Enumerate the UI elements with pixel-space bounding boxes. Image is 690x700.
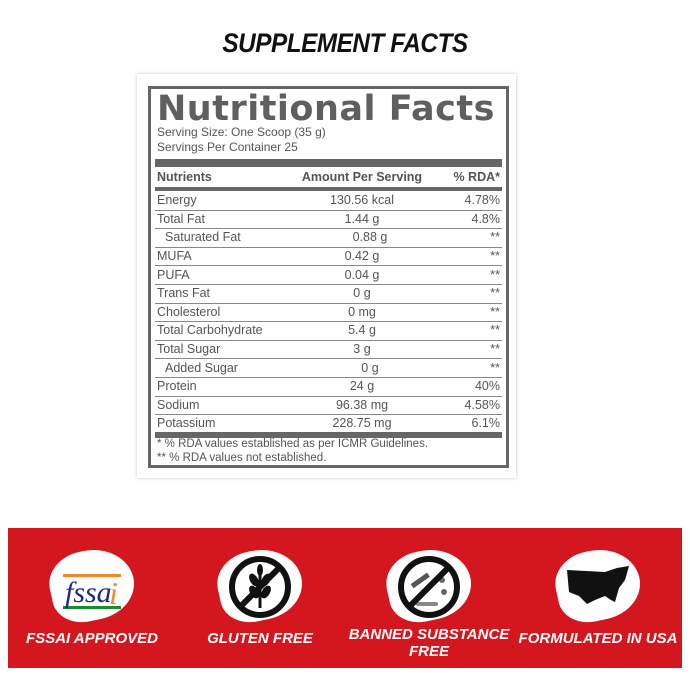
nutrient-amount: 130.56 kcal <box>330 193 394 208</box>
nutrient-rda: 4.78% <box>464 193 500 208</box>
table-row: PUFA 0.04 g ** <box>155 265 502 285</box>
nutrient-name: Cholesterol <box>157 304 221 319</box>
nutrient-rda: ** <box>490 304 500 319</box>
table-row: Trans Fat 0 g ** <box>155 284 502 304</box>
footnote: * % RDA values established as per ICMR G… <box>157 438 429 450</box>
badge-gluten-free: GLUTEN FREE <box>176 528 344 668</box>
nutrient-rda: ** <box>490 360 500 375</box>
table-row: Added Sugar 0 g ** <box>155 358 502 378</box>
nutrient-name: Total Sugar <box>157 342 221 357</box>
badge-fssai: fssa i FSSAI APPROVED <box>8 528 176 668</box>
nutrient-amount: 0 g <box>353 286 371 301</box>
gluten-free-icon <box>229 556 291 618</box>
usa-map-icon <box>567 566 629 604</box>
banned-substance-icon <box>398 556 460 618</box>
col-rda: % RDA* <box>453 170 500 184</box>
serving-size: Serving Size: One Scoop (35 g) <box>157 125 326 139</box>
nutrient-amount: 228.75 mg <box>332 416 392 431</box>
nutrition-card: Nutritional Facts Serving Size: One Scoo… <box>137 74 516 478</box>
nutrient-name: Saturated Fat <box>165 230 241 245</box>
table-row: Potassium 228.75 mg 6.1% <box>155 414 502 433</box>
page-title: SUPPLEMENT FACTS <box>222 28 468 58</box>
nutrient-name: Added Sugar <box>165 360 238 375</box>
table-row: Cholesterol 0 mg ** <box>155 303 502 323</box>
nutrient-rda: ** <box>490 249 500 264</box>
table-row: Sodium 96.38 mg 4.58% <box>155 396 502 416</box>
badge-label: BANNED SUBSTANCE FREE <box>348 626 510 660</box>
divider <box>155 432 502 438</box>
nutrient-name: Protein <box>157 379 197 394</box>
col-nutrients: Nutrients <box>157 170 212 184</box>
badge-label: FSSAI APPROVED <box>26 630 158 647</box>
table-row: Energy 130.56 kcal 4.78% <box>155 191 502 211</box>
table-row: Total Fat 1.44 g 4.8% <box>155 210 502 230</box>
nutrient-amount: 24 g <box>349 379 375 394</box>
nutrient-name: Total Carbohydrate <box>157 323 263 338</box>
nutrient-rda: 6.1% <box>471 416 501 431</box>
nutrient-amount: 3 g <box>353 342 371 357</box>
nutrient-name: Potassium <box>157 416 216 431</box>
fssai-logo-icon: fssa i <box>63 574 121 611</box>
col-amount: Amount Per Serving <box>301 170 423 184</box>
nutrient-name: Energy <box>157 193 197 208</box>
table-header: Nutrients Amount Per Serving % RDA* <box>155 167 502 187</box>
nutrient-amount: 0.04 g <box>344 267 380 282</box>
nutrient-amount: 0 g <box>361 360 379 375</box>
table-row: Protein 24 g 40% <box>155 377 502 397</box>
nutrient-name: Trans Fat <box>157 286 211 301</box>
badge-label: FORMULATED IN USA <box>518 630 678 647</box>
badge-banned-substance-free: BANNED SUBSTANCE FREE <box>345 528 513 668</box>
table-row: Saturated Fat 0.88 g ** <box>155 228 502 248</box>
divider <box>155 159 502 167</box>
panel-heading: Nutritional Facts <box>157 89 495 129</box>
nutrient-rda: 4.58% <box>464 397 500 412</box>
nutrient-amount: 0.88 g <box>352 230 388 245</box>
nutrient-amount: 96.38 mg <box>335 397 389 412</box>
nutrient-name: MUFA <box>157 249 192 264</box>
nutrient-amount: 0 mg <box>348 304 376 319</box>
table-row: Total Sugar 3 g ** <box>155 340 502 360</box>
nutrient-name: Total Fat <box>157 211 205 226</box>
nutrient-rda: 4.8% <box>471 211 501 226</box>
badge-label: GLUTEN FREE <box>207 630 313 647</box>
nutrient-name: PUFA <box>157 267 190 282</box>
nutrient-amount: 1.44 g <box>344 211 380 226</box>
nutrient-amount: 5.4 g <box>348 323 376 338</box>
features-banner: fssa i FSSAI APPROVED GLUTEN FREE BANNED… <box>8 528 682 668</box>
nutrient-rda: ** <box>490 323 500 338</box>
nutrition-panel: Nutritional Facts Serving Size: One Scoo… <box>148 86 509 468</box>
nutrient-amount: 0.42 g <box>344 249 380 264</box>
badge-formulated-in-usa: FORMULATED IN USA <box>514 528 682 668</box>
svg-text:i: i <box>109 575 118 611</box>
nutrient-name: Sodium <box>157 397 200 412</box>
nutrient-rda: ** <box>490 230 500 245</box>
table-row: MUFA 0.42 g ** <box>155 247 502 267</box>
svg-text:fssa: fssa <box>65 576 112 609</box>
nutrient-rda: 40% <box>474 379 500 394</box>
footnote: ** % RDA values not established. <box>157 452 327 464</box>
nutrient-rda: ** <box>490 286 500 301</box>
nutrient-rda: ** <box>490 267 500 282</box>
divider <box>155 187 502 191</box>
table-row: Total Carbohydrate 5.4 g ** <box>155 321 502 341</box>
nutrient-rda: ** <box>490 342 500 357</box>
servings-per-container: Servings Per Container 25 <box>157 140 298 154</box>
